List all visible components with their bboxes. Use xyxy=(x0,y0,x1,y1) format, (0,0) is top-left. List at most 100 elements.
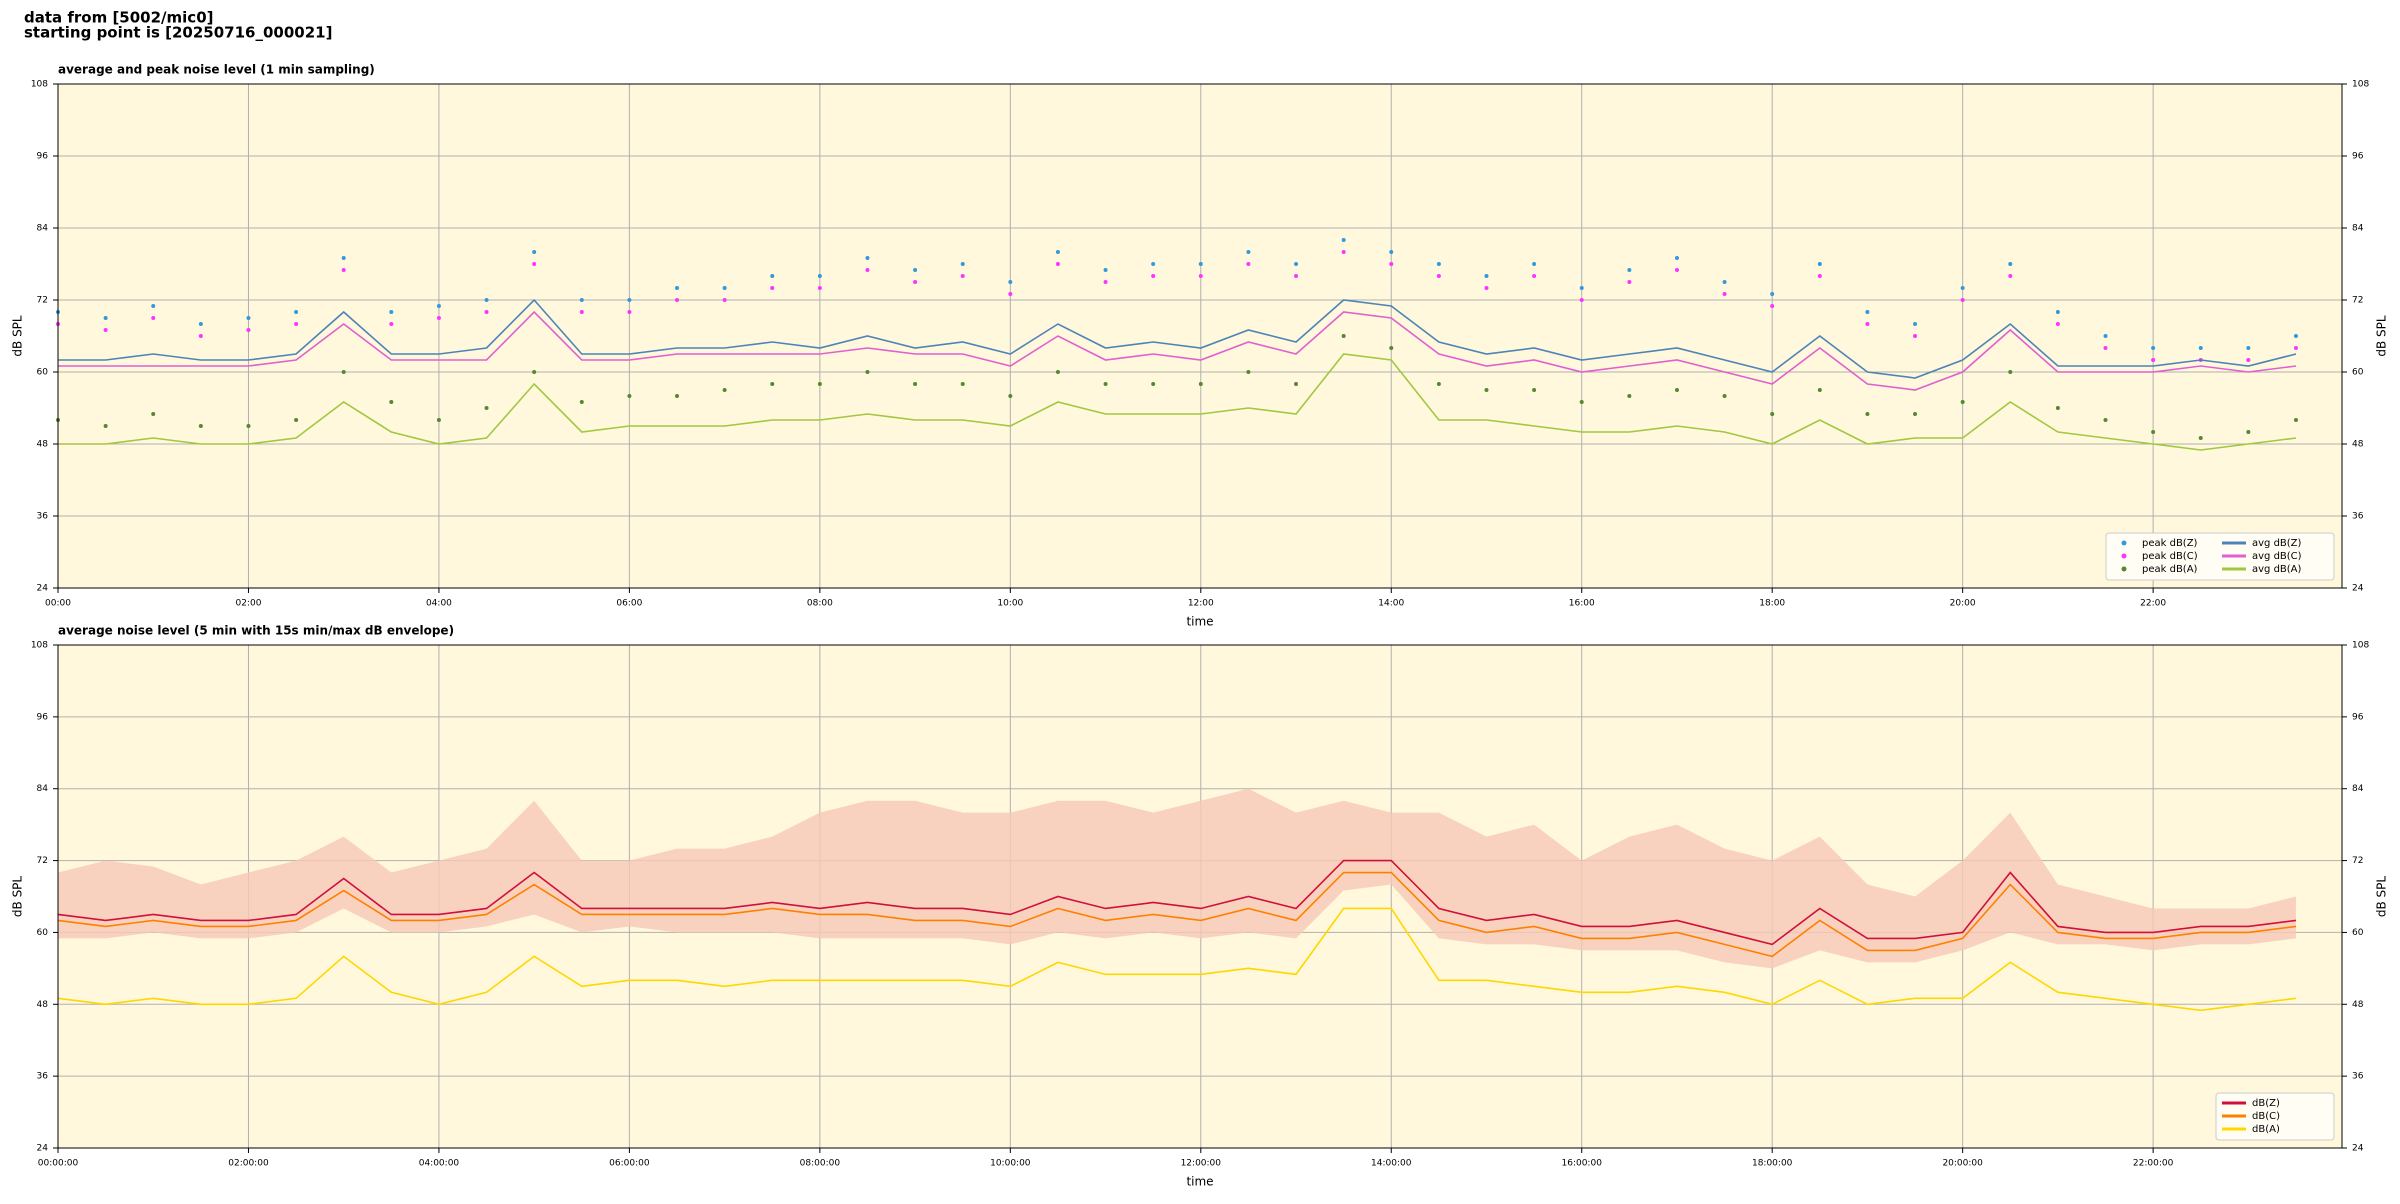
peak-dot xyxy=(817,382,822,386)
peak-dot xyxy=(1770,412,1775,416)
y-tick-label: 72 xyxy=(2352,856,2363,866)
peak-dot xyxy=(960,262,965,266)
y-tick-label: 48 xyxy=(37,1000,49,1010)
peak-dot xyxy=(1436,274,1441,278)
legend-label: avg dB(A) xyxy=(2252,564,2302,575)
peak-dot xyxy=(627,394,632,398)
peak-dot xyxy=(1770,304,1775,308)
peak-dot xyxy=(817,286,822,290)
peak-dot xyxy=(198,322,203,326)
peak-dot xyxy=(2293,346,2298,350)
y-tick-label: 36 xyxy=(37,512,49,522)
peak-dot xyxy=(1246,250,1251,254)
x-tick-label: 10:00:00 xyxy=(990,1159,1031,1169)
peak-dot xyxy=(198,334,203,338)
peak-dot xyxy=(341,256,346,260)
peak-dot xyxy=(151,316,156,320)
y-tick-label: 36 xyxy=(2352,1072,2364,1082)
legend-box xyxy=(2105,532,2335,581)
y-tick-label: 24 xyxy=(37,1144,49,1154)
peak-dot xyxy=(627,298,632,302)
peak-dot xyxy=(1198,382,1203,386)
y-tick-label: 60 xyxy=(37,368,49,378)
peak-dot xyxy=(1960,400,1965,404)
legend-label: dB(A) xyxy=(2252,1124,2280,1135)
x-tick-label: 22:00 xyxy=(2140,599,2166,609)
peak-dot xyxy=(2198,436,2203,440)
peak-dot xyxy=(532,250,537,254)
peak-dot xyxy=(1151,262,1156,266)
peak-dot xyxy=(2246,358,2251,362)
series-line xyxy=(57,859,2297,946)
x-tick-label: 14:00:00 xyxy=(1371,1159,1412,1169)
peak-dot xyxy=(960,382,965,386)
x-axis-label: time xyxy=(1186,615,1213,629)
peak-dot xyxy=(770,382,775,386)
y-tick-label: 24 xyxy=(2352,1144,2364,1154)
plot-frame xyxy=(57,83,2343,589)
series-line xyxy=(57,871,2297,958)
y-tick-label: 84 xyxy=(37,784,49,794)
peak-dot xyxy=(865,370,870,374)
peak-dot xyxy=(1770,292,1775,296)
series-line xyxy=(58,298,2297,379)
peak-dot xyxy=(817,274,822,278)
peak-dot xyxy=(1579,286,1584,290)
x-tick-label: 08:00:00 xyxy=(800,1159,841,1169)
peak-dot xyxy=(1627,394,1632,398)
y-tick-label: 72 xyxy=(37,856,48,866)
x-tick-label: 02:00 xyxy=(235,599,261,609)
peak-dot xyxy=(1198,274,1203,278)
y-tick-label: 24 xyxy=(37,584,49,594)
peak-dot xyxy=(1817,262,1822,266)
peak-dot xyxy=(1532,274,1537,278)
peak-dot xyxy=(1246,370,1251,374)
y-tick-label: 48 xyxy=(2352,1000,2364,1010)
peak-dot xyxy=(2246,346,2251,350)
peak-dot xyxy=(770,274,775,278)
peak-dot xyxy=(2103,418,2108,422)
peak-dot xyxy=(2055,310,2060,314)
peak-dot xyxy=(436,418,441,422)
peak-dot xyxy=(1627,268,1632,272)
x-axis-label: time xyxy=(1186,1175,1213,1189)
peak-dot xyxy=(294,322,299,326)
x-tick-label: 20:00 xyxy=(1950,599,1976,609)
legend-label: avg dB(Z) xyxy=(2252,538,2302,549)
x-tick-label: 12:00:00 xyxy=(1181,1159,1222,1169)
y-tick-label: 96 xyxy=(2352,712,2364,722)
peak-dot xyxy=(1294,262,1299,266)
y-tick-label: 48 xyxy=(37,440,49,450)
panel-title: average noise level (5 min with 15s min/… xyxy=(58,624,454,638)
peak-dot xyxy=(1865,412,1870,416)
legend-marker xyxy=(2121,540,2127,546)
peak-dot xyxy=(1674,268,1679,272)
legend-label: peak dB(C) xyxy=(2142,551,2198,562)
peak-dot xyxy=(1008,292,1013,296)
peak-dot xyxy=(389,400,394,404)
legend-label: avg dB(C) xyxy=(2252,551,2302,562)
x-tick-label: 02:00:00 xyxy=(228,1159,269,1169)
peak-dot xyxy=(2103,334,2108,338)
peak-dot xyxy=(1008,394,1013,398)
peak-dot xyxy=(675,394,680,398)
peak-dot xyxy=(1151,382,1156,386)
x-tick-label: 14:00 xyxy=(1378,599,1404,609)
peak-dot xyxy=(103,316,108,320)
peak-dot xyxy=(1913,412,1918,416)
peak-dot xyxy=(2198,346,2203,350)
peak-dot xyxy=(2293,418,2298,422)
peak-dot xyxy=(2008,274,2013,278)
peak-dot xyxy=(1817,388,1822,392)
x-tick-label: 16:00:00 xyxy=(1562,1159,1603,1169)
peak-dot xyxy=(1484,388,1489,392)
x-tick-label: 20:00:00 xyxy=(1942,1159,1983,1169)
peak-dot xyxy=(1722,280,1727,284)
y-axis-label: dB SPL xyxy=(2375,876,2389,918)
legend-label: dB(Z) xyxy=(2252,1098,2280,1109)
peak-dot xyxy=(579,400,584,404)
legend-label: peak dB(Z) xyxy=(2142,538,2198,549)
peak-dot xyxy=(2103,346,2108,350)
y-axis-label: dB SPL xyxy=(11,315,25,357)
